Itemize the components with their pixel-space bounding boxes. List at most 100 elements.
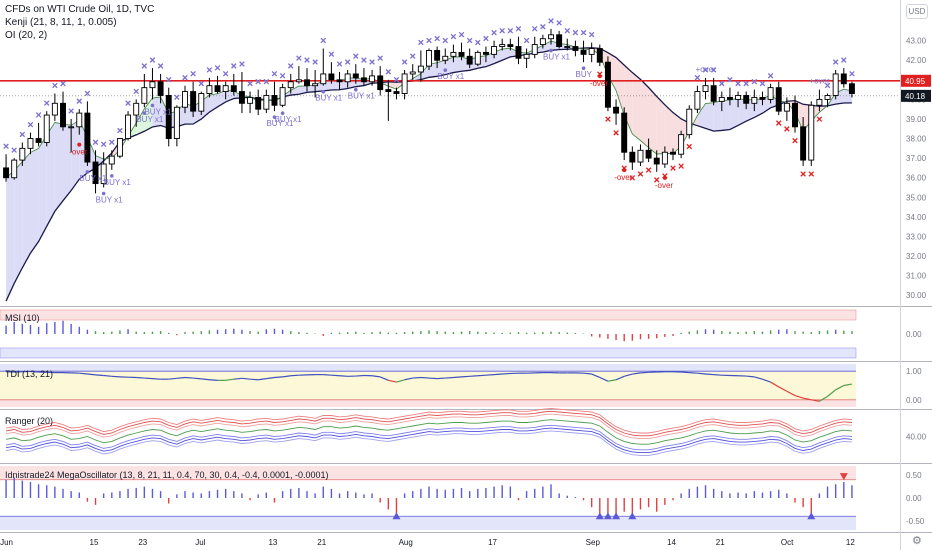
buy-marker-icon: [100, 141, 107, 148]
buy-marker-icon: [231, 63, 237, 69]
kenji-indicator-label: Kenji (21, 8, 11, 1, 0.005): [5, 17, 117, 28]
kenji-band-segment: [6, 170, 15, 302]
msi-upper-zone: [0, 309, 857, 321]
buy-marker-icon: [401, 59, 408, 65]
candle-up: [678, 134, 685, 155]
over-signal-label: -over: [590, 79, 609, 88]
tdi-line-segment: [176, 376, 186, 379]
price-tick-label: 30.00: [906, 291, 927, 300]
buy-marker-icon: [214, 65, 221, 71]
buy-marker-icon: [450, 33, 457, 40]
candle-up: [548, 34, 554, 40]
buy-signal-label: BUY x1: [543, 53, 571, 62]
kenji-band-segment: [632, 72, 641, 141]
buy-marker-icon: [3, 143, 9, 149]
sell-marker-icon: [792, 137, 798, 144]
buy-marker-icon: [727, 76, 733, 83]
over-signal-label: +over: [696, 65, 717, 74]
buy-marker-icon: [287, 63, 294, 69]
candle-up: [702, 85, 709, 93]
buy-marker-icon: [458, 31, 465, 38]
buy-signal-label: BUY: [576, 70, 593, 79]
kenji-band-segment: [542, 41, 551, 53]
buy-marker-icon: [515, 25, 522, 32]
mega-buy-arrow-icon: [612, 512, 621, 520]
kenji-band-segment: [420, 64, 429, 80]
ranger-band-line: [5, 413, 852, 440]
candle-up: [206, 85, 213, 94]
tdi-line-segment: [681, 371, 690, 374]
sell-marker-icon: [775, 120, 782, 126]
buy-marker-icon: [361, 57, 367, 63]
kenji-band-segment: [46, 122, 55, 227]
over-signal-label: -over: [69, 148, 88, 157]
mega-buy-arrow-icon: [603, 512, 612, 520]
tdi-line-segment: [705, 373, 714, 376]
kenji-band-segment: [22, 152, 31, 268]
candle-up: [751, 96, 758, 104]
tdi-tick-label: 1.00: [906, 367, 922, 376]
tdi-line-segment: [607, 379, 617, 382]
candle-up: [499, 44, 506, 47]
buy-signal-label: BUY x1: [96, 195, 124, 204]
price-tick-label: 43.00: [906, 37, 927, 46]
sell-marker-icon: [800, 171, 806, 177]
kenji-band-segment: [648, 87, 657, 155]
kenji-band-segment: [412, 73, 421, 82]
tdi-line-segment: [233, 377, 242, 380]
buy-marker-icon: [353, 53, 359, 59]
candle-up: [491, 46, 498, 55]
buy-marker-icon: [466, 37, 473, 44]
tdi-line-segment: [87, 373, 96, 376]
kenji-band-segment: [729, 98, 739, 130]
sell-marker-icon: [686, 143, 693, 150]
buy-marker-icon: [174, 94, 180, 101]
buy-marker-icon: [263, 78, 270, 85]
candle-up: [108, 155, 115, 165]
candle-down: [743, 95, 750, 104]
kenji-band-segment: [485, 52, 495, 67]
buy-marker-icon: [117, 127, 123, 134]
candle-up: [694, 91, 701, 110]
candle-down: [271, 95, 278, 106]
candle-up: [417, 65, 424, 73]
candle-down: [255, 96, 262, 110]
candle-up: [564, 46, 571, 48]
kenji-band-segment: [664, 104, 673, 154]
candle-down: [604, 61, 611, 108]
kenji-band-segment: [14, 161, 23, 284]
candle-down: [385, 89, 392, 93]
currency-badge[interactable]: USD: [906, 4, 928, 19]
candle-up: [824, 95, 831, 100]
kenji-band-segment: [71, 120, 80, 191]
candle-up: [686, 108, 693, 136]
tdi-line-segment: [803, 397, 812, 401]
over-signal-label: -over: [614, 173, 633, 182]
buy-marker-icon: [588, 31, 595, 38]
candle-down: [596, 48, 603, 63]
tdi-line-segment: [689, 372, 698, 374]
gear-icon[interactable]: ⚙: [912, 535, 922, 547]
msi-tick-label: 0.00: [906, 330, 922, 339]
kenji-band-segment: [307, 85, 316, 93]
buy-marker-icon: [84, 90, 91, 97]
kenji-band-segment: [388, 81, 397, 90]
candle-down: [800, 126, 807, 161]
price-tick-label: 39.00: [906, 115, 927, 124]
mega-buy-arrow-icon: [628, 512, 637, 520]
candle-down: [759, 96, 766, 100]
kenji-band-segment: [290, 86, 299, 96]
candle-down: [60, 102, 66, 128]
kenji-band-segment: [705, 102, 714, 132]
tdi-line-segment: [583, 372, 592, 375]
candle-down: [848, 83, 855, 94]
time-axis-label: 14: [667, 538, 676, 547]
buy-marker-icon: [109, 139, 115, 146]
buy-signal-dot: [321, 89, 326, 94]
buy-marker-icon: [385, 69, 392, 75]
buy-signal-label: BUY x1: [348, 92, 376, 101]
buy-marker-icon: [190, 71, 196, 77]
buy-marker-icon: [68, 108, 74, 114]
buy-signal-label: BUY x1: [275, 115, 303, 124]
